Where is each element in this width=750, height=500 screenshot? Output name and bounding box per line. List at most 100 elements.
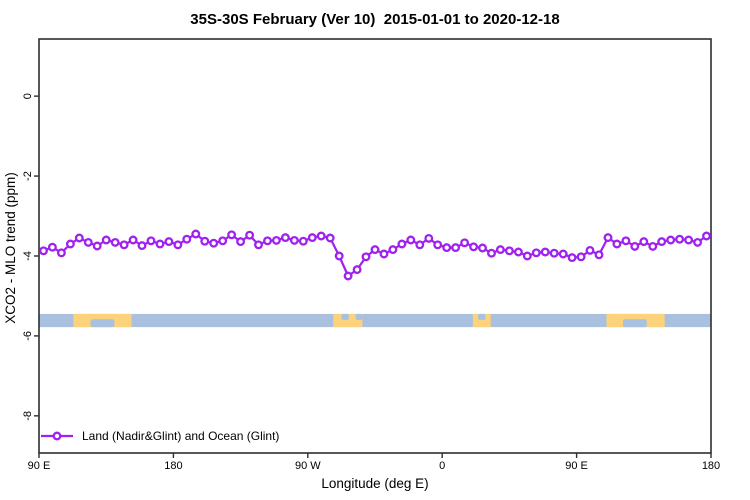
data-point	[218, 236, 228, 246]
x-tick-label: 90 E	[28, 460, 51, 472]
y-tick-label: -8	[22, 411, 34, 421]
data-point	[460, 238, 470, 248]
data-point	[343, 271, 353, 281]
data-point	[433, 240, 443, 250]
data-point	[200, 236, 210, 246]
data-point	[540, 247, 550, 257]
data-point	[406, 235, 416, 245]
data-point	[101, 235, 111, 245]
y-tick-label: 0	[22, 93, 34, 99]
data-point	[585, 245, 595, 255]
data-point	[280, 233, 290, 243]
data-point	[451, 243, 461, 253]
data-point	[307, 233, 317, 243]
data-point	[397, 239, 407, 249]
data-point	[513, 247, 523, 257]
x-tick-label: 90 W	[295, 460, 321, 472]
data-point	[549, 248, 559, 258]
y-axis-label: XCO2 - MLO trend (ppm)	[3, 172, 18, 324]
legend-label: Land (Nadir&Glint) and Ocean (Glint)	[82, 429, 280, 443]
data-point	[56, 248, 66, 258]
data-point	[83, 237, 93, 247]
data-point	[74, 233, 84, 243]
data-point	[209, 238, 219, 248]
data-point	[567, 253, 577, 263]
data-point	[236, 237, 246, 247]
data-point	[576, 252, 586, 262]
x-tick-label: 180	[164, 460, 182, 472]
ocean-notch	[478, 313, 486, 320]
data-point	[254, 240, 263, 250]
data-point	[361, 252, 371, 262]
data-point	[146, 236, 156, 246]
data-point	[182, 234, 192, 244]
ocean-notch	[355, 313, 363, 320]
data-point	[666, 235, 676, 245]
land-band-segment	[472, 313, 491, 328]
ocean-notch	[341, 313, 349, 320]
legend-marker-icon	[41, 431, 73, 441]
data-point	[684, 235, 694, 245]
data-point	[612, 239, 622, 249]
data-point	[388, 245, 398, 255]
data-point	[173, 240, 183, 250]
data-point	[271, 235, 281, 245]
data-point	[289, 235, 299, 245]
x-tick-label: 0	[439, 460, 445, 472]
data-point	[352, 265, 362, 275]
data-point	[558, 249, 568, 259]
data-point	[334, 251, 344, 261]
data-point	[442, 243, 452, 253]
y-tick-label: -4	[22, 251, 34, 261]
legend: Land (Nadir&Glint) and Ocean (Glint)	[40, 429, 279, 443]
legend-point	[52, 431, 62, 441]
data-point	[128, 235, 138, 245]
x-axis-label: Longitude (deg E)	[321, 476, 429, 491]
data-point	[630, 241, 640, 251]
data-point	[657, 237, 667, 247]
land-band-segment	[333, 313, 363, 328]
data-point	[469, 242, 479, 252]
data-point	[522, 251, 532, 261]
data-point	[639, 237, 649, 247]
data-point	[47, 242, 57, 252]
data-point	[675, 234, 685, 244]
data-point	[92, 241, 102, 251]
data-point	[495, 245, 505, 255]
data-point	[298, 236, 308, 246]
plot-border	[38, 38, 712, 454]
data-point	[227, 230, 237, 240]
data-point	[702, 231, 711, 241]
data-point	[504, 246, 514, 256]
data-point	[65, 239, 75, 249]
data-point	[379, 249, 389, 259]
x-tick-label: 180	[702, 460, 720, 472]
data-point	[648, 241, 658, 251]
data-point	[164, 237, 174, 247]
data-point	[137, 241, 147, 251]
data-point	[415, 240, 425, 250]
y-tick-label: -6	[22, 331, 34, 341]
ocean-band	[39, 313, 711, 328]
data-point	[263, 236, 272, 246]
data-point	[39, 246, 48, 256]
ocean-notch	[90, 319, 115, 328]
ocean-notch	[622, 319, 647, 328]
data-point	[370, 245, 380, 255]
data-point	[155, 239, 165, 249]
data-point	[191, 229, 201, 239]
data-point	[119, 240, 129, 250]
data-point	[325, 233, 335, 243]
data-point	[621, 236, 631, 246]
x-tick-label: 90 E	[565, 460, 588, 472]
data-point	[424, 233, 434, 243]
data-point	[693, 237, 703, 247]
data-point	[110, 237, 120, 247]
data-point	[603, 233, 613, 243]
y-tick-label: -2	[22, 171, 34, 181]
chart-title: 35S-30S February (Ver 10) 2015-01-01 to …	[190, 11, 560, 28]
data-point	[245, 230, 255, 240]
data-point	[478, 243, 487, 253]
